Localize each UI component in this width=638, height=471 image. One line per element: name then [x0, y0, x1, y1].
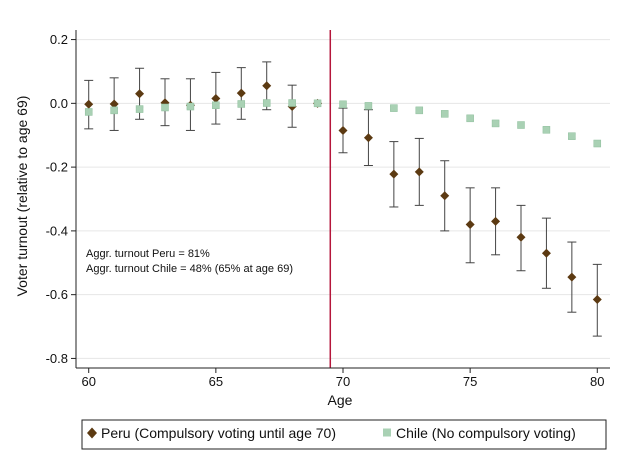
- legend-label-peru: Peru (Compulsory voting until age 70): [101, 425, 336, 441]
- legend-frame: [81, 419, 607, 450]
- data-point-chile: [364, 102, 373, 110]
- data-point-chile: [542, 126, 551, 134]
- data-point-peru: [109, 99, 119, 109]
- y-tick-label: -0.4: [46, 223, 68, 238]
- data-point-chile: [313, 99, 322, 108]
- legend-marker-peru: [87, 427, 97, 439]
- y-axis-title: Voter turnout (relative to age 69): [14, 96, 30, 297]
- legend-label-chile: Chile (No compulsory voting): [396, 425, 576, 441]
- data-point-chile: [262, 99, 271, 107]
- x-tick-label: 75: [463, 374, 477, 389]
- data-point-peru: [414, 167, 424, 177]
- data-point-peru: [135, 89, 145, 99]
- data-point-peru: [262, 81, 272, 91]
- data-point-peru: [389, 169, 399, 179]
- data-point-chile: [339, 100, 347, 109]
- y-tick-label: 0.0: [50, 96, 68, 111]
- data-point-chile: [84, 108, 93, 116]
- x-tick-label: 65: [209, 374, 223, 389]
- y-tick-label: -0.6: [46, 287, 68, 302]
- data-point-chile: [110, 106, 118, 115]
- data-point-chile: [415, 106, 424, 115]
- data-series: [84, 61, 602, 337]
- axes: [71, 30, 610, 373]
- data-point-peru: [211, 94, 221, 104]
- data-point-chile: [390, 104, 398, 112]
- data-point-peru: [440, 191, 450, 201]
- data-point-chile: [491, 119, 500, 128]
- data-point-peru: [465, 220, 475, 230]
- data-point-peru: [84, 99, 94, 109]
- data-point-peru: [541, 248, 551, 258]
- data-point-chile: [440, 110, 449, 118]
- data-point-peru: [338, 125, 348, 135]
- data-point-chile: [288, 99, 296, 107]
- x-tick-label: 60: [81, 374, 95, 389]
- data-point-chile: [466, 114, 474, 123]
- x-axis-title: Age: [328, 392, 353, 408]
- data-point-peru: [567, 272, 577, 282]
- data-point-chile: [517, 121, 525, 129]
- data-point-chile: [237, 100, 246, 108]
- x-tick-label: 70: [336, 374, 350, 389]
- data-point-chile: [186, 102, 195, 111]
- data-point-peru: [592, 294, 602, 304]
- data-point-peru: [516, 232, 526, 242]
- data-point-chile: [212, 101, 220, 110]
- data-point-peru: [491, 216, 501, 226]
- y-tick-label: -0.2: [46, 160, 68, 175]
- data-point-chile: [161, 103, 169, 112]
- y-tick-label: 0.2: [50, 32, 68, 47]
- data-point-peru: [236, 88, 246, 98]
- annotation-chile: Aggr. turnout Chile = 48% (65% at age 69…: [86, 263, 293, 275]
- x-tick-label: 80: [590, 374, 604, 389]
- series-chile: [84, 99, 602, 148]
- tick-labels: 0.2 0.0 -0.2 -0.4 -0.6 -0.8 60 65 70 75 80: [46, 32, 605, 389]
- data-point-peru: [363, 133, 373, 143]
- y-tick-label: -0.8: [46, 351, 68, 366]
- data-point-chile: [568, 132, 576, 140]
- legend: Peru (Compulsory voting until age 70) Ch…: [81, 419, 607, 450]
- legend-marker-chile: [383, 428, 391, 437]
- annotation-peru: Aggr. turnout Peru = 81%: [86, 248, 210, 260]
- data-point-chile: [593, 139, 602, 148]
- data-point-chile: [135, 105, 144, 113]
